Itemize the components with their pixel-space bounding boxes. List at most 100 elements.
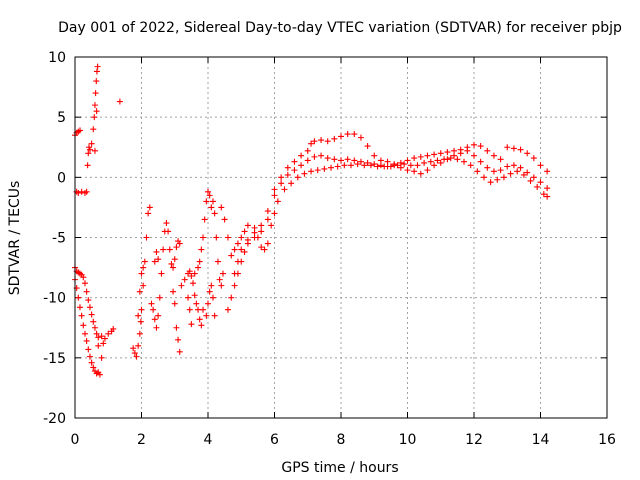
data-point — [90, 364, 97, 371]
data-point — [271, 192, 278, 199]
y-tick-label: 5 — [57, 110, 66, 126]
data-point — [91, 147, 98, 154]
data-point — [484, 164, 491, 171]
data-point — [391, 161, 398, 168]
data-point — [308, 140, 315, 147]
data-point — [131, 350, 138, 357]
data-point — [190, 280, 197, 287]
data-point — [86, 146, 93, 153]
data-point — [88, 311, 95, 318]
data-point — [231, 270, 238, 277]
data-point — [191, 292, 198, 299]
data-point — [181, 276, 188, 283]
data-point — [228, 252, 235, 259]
data-point — [178, 282, 185, 289]
data-point — [171, 300, 178, 307]
data-point — [471, 141, 477, 148]
data-point — [93, 330, 100, 337]
data-point — [205, 188, 211, 195]
series-main-trend-a — [218, 155, 551, 259]
data-point — [221, 216, 228, 223]
data-point — [209, 294, 216, 301]
data-point — [135, 312, 142, 319]
data-point — [85, 297, 92, 304]
data-point — [241, 228, 248, 235]
data-point — [544, 168, 551, 175]
data-point — [500, 174, 507, 181]
data-point — [96, 371, 103, 378]
data-point — [298, 162, 305, 169]
data-point — [477, 158, 484, 165]
data-point — [324, 138, 331, 145]
data-point — [244, 236, 251, 243]
data-point — [527, 177, 534, 184]
data-point — [200, 234, 207, 241]
data-point — [171, 256, 178, 263]
data-point — [206, 192, 213, 199]
data-point — [110, 325, 117, 332]
data-point — [158, 270, 165, 277]
data-point — [298, 152, 305, 159]
data-point — [208, 282, 215, 289]
series-early-decline — [72, 264, 117, 378]
x-tick-label: 10 — [399, 432, 417, 448]
y-tick-label: 0 — [57, 170, 66, 186]
data-point — [281, 186, 288, 193]
data-point — [384, 158, 391, 165]
data-point — [211, 312, 218, 319]
data-point — [427, 158, 434, 165]
data-point — [95, 342, 102, 349]
data-point — [145, 210, 152, 217]
data-point — [401, 161, 408, 168]
data-point — [201, 216, 208, 223]
data-point — [135, 342, 142, 349]
data-point — [166, 246, 173, 253]
data-point — [474, 168, 481, 175]
data-point — [155, 312, 162, 319]
data-point — [251, 229, 258, 236]
grid — [75, 57, 607, 418]
data-point — [271, 210, 278, 217]
data-point — [294, 174, 301, 181]
data-point — [434, 157, 441, 164]
data-point — [274, 198, 281, 205]
data-point — [497, 156, 504, 163]
data-point — [507, 170, 514, 177]
data-point — [241, 248, 248, 255]
data-point — [271, 186, 278, 193]
chart-title: Day 001 of 2022, Sidereal Day-to-day VTE… — [58, 20, 622, 36]
data-point — [156, 294, 163, 301]
data-point — [185, 294, 192, 301]
data-point — [216, 276, 223, 283]
data-point — [91, 114, 98, 121]
data-point — [374, 163, 381, 170]
data-point — [231, 246, 238, 253]
data-point — [324, 155, 331, 162]
data-point — [331, 156, 338, 163]
data-point — [228, 294, 235, 301]
data-point — [85, 150, 92, 157]
data-point — [351, 131, 358, 138]
data-point — [321, 165, 328, 172]
data-point — [78, 312, 85, 319]
data-point — [92, 90, 99, 97]
data-point — [338, 133, 344, 140]
data-point — [328, 164, 335, 171]
data-point — [196, 258, 203, 265]
x-tick-label: 0 — [71, 432, 80, 448]
data-point — [94, 63, 101, 70]
data-point — [238, 234, 245, 241]
data-point — [367, 162, 374, 169]
data-point — [361, 162, 368, 169]
data-point — [81, 280, 88, 287]
data-point — [209, 198, 216, 205]
data-point — [101, 335, 108, 342]
data-point — [311, 138, 318, 145]
data-point — [504, 163, 511, 170]
data-point — [417, 170, 424, 177]
data-point — [75, 189, 82, 196]
data-point — [291, 158, 298, 165]
data-point — [397, 164, 404, 171]
data-point — [284, 171, 291, 178]
data-point — [444, 149, 451, 156]
